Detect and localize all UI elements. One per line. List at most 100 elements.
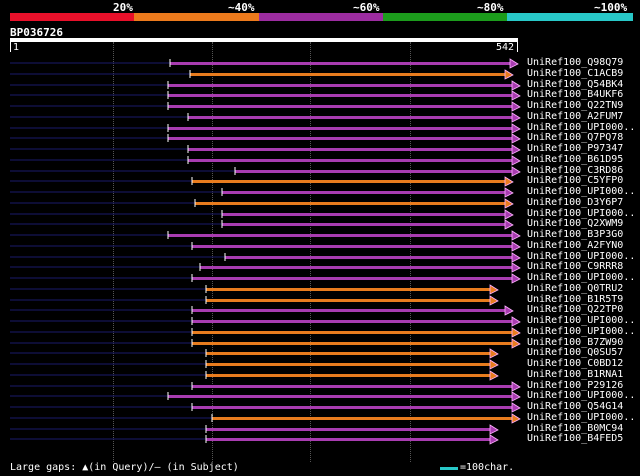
hit-end-arrow xyxy=(511,273,521,284)
hit-end-arrow xyxy=(509,58,519,69)
hit-end-arrow xyxy=(511,316,521,327)
hit-label[interactable]: UniRef100_P97347 xyxy=(527,143,624,154)
grid-line xyxy=(310,42,312,462)
hit-label[interactable]: UniRef100_Q54G14 xyxy=(527,401,624,412)
hit-label[interactable]: UniRef100_D3Y6P7 xyxy=(527,197,624,208)
hit-bar xyxy=(192,245,512,248)
hit-bar xyxy=(168,105,512,108)
hit-label[interactable]: UniRef100_A2FYN0 xyxy=(527,240,624,251)
grid-line xyxy=(410,42,412,462)
hit-label[interactable]: UniRef100_UPI000.. xyxy=(527,186,636,197)
hit-end-arrow xyxy=(511,144,521,155)
hit-bar xyxy=(192,406,512,409)
hit-end-arrow xyxy=(511,123,521,134)
hit-label[interactable]: UniRef100_B4UKF6 xyxy=(527,89,624,100)
hit-label[interactable]: UniRef100_B61D95 xyxy=(527,154,624,165)
hit-label[interactable]: UniRef100_B3P3G0 xyxy=(527,229,624,240)
hit-bar xyxy=(168,84,512,87)
hit-end-arrow xyxy=(511,166,521,177)
hit-bar xyxy=(206,299,490,302)
hit-label[interactable]: UniRef100_UPI000.. xyxy=(527,272,636,283)
hit-end-arrow xyxy=(511,252,521,263)
legend-band-green xyxy=(383,13,507,21)
hit-label[interactable]: UniRef100_B0MC94 xyxy=(527,423,624,434)
legend-label-60: ~60% xyxy=(353,1,380,14)
hit-bar xyxy=(188,159,512,162)
query-start-tick xyxy=(10,42,11,52)
hit-bar xyxy=(170,62,510,65)
hit-label[interactable]: UniRef100_B4FED5 xyxy=(527,433,624,444)
hit-bar xyxy=(195,202,505,205)
hit-end-arrow xyxy=(511,402,521,413)
hit-label[interactable]: UniRef100_Q2XWM9 xyxy=(527,218,624,229)
hit-end-arrow xyxy=(504,198,514,209)
hit-end-arrow xyxy=(489,370,499,381)
hit-label[interactable]: UniRef100_UPI000.. xyxy=(527,122,636,133)
hit-bar xyxy=(206,428,490,431)
hit-bar xyxy=(192,309,505,312)
legend-label-80: ~80% xyxy=(477,1,504,14)
hit-label[interactable]: UniRef100_UPI000.. xyxy=(527,412,636,423)
hit-bar xyxy=(206,288,490,291)
hit-label[interactable]: UniRef100_Q22TP0 xyxy=(527,304,624,315)
hit-label[interactable]: UniRef100_C1ACB9 xyxy=(527,68,624,79)
hit-end-arrow xyxy=(511,112,521,123)
hit-label[interactable]: UniRef100_C9RRR8 xyxy=(527,261,624,272)
hit-bar xyxy=(192,385,512,388)
hit-bar xyxy=(206,352,490,355)
hit-bar xyxy=(235,170,512,173)
hit-bar xyxy=(222,223,505,226)
hit-end-arrow xyxy=(511,101,521,112)
hit-label[interactable]: UniRef100_Q0SU57 xyxy=(527,347,624,358)
hit-bar xyxy=(168,137,512,140)
hit-end-arrow xyxy=(504,69,514,80)
hit-label[interactable]: UniRef100_B7ZW90 xyxy=(527,337,624,348)
hit-end-arrow xyxy=(511,90,521,101)
hit-end-arrow xyxy=(511,155,521,166)
query-end-label: 542 xyxy=(496,42,515,53)
hit-bar xyxy=(222,191,505,194)
hit-end-arrow xyxy=(511,80,521,91)
hit-label[interactable]: UniRef100_P29126 xyxy=(527,380,624,391)
hit-end-arrow xyxy=(489,295,499,306)
hit-label[interactable]: UniRef100_UPI000.. xyxy=(527,315,636,326)
legend-label-20: 20% xyxy=(113,1,133,14)
hit-label[interactable]: UniRef100_B1R5T9 xyxy=(527,294,624,305)
hit-label[interactable]: UniRef100_Q0TRU2 xyxy=(527,283,624,294)
hit-label[interactable]: UniRef100_Q7PQ78 xyxy=(527,132,624,143)
hit-label[interactable]: UniRef100_A2FUM7 xyxy=(527,111,624,122)
hit-end-arrow xyxy=(489,359,499,370)
hit-bar xyxy=(206,374,490,377)
legend-band-purple xyxy=(259,13,383,21)
hit-end-arrow xyxy=(511,230,521,241)
legend-label-100: ~100% xyxy=(594,1,628,14)
query-title: BP036726 xyxy=(10,26,63,39)
hit-end-arrow xyxy=(504,219,514,230)
hit-label[interactable]: UniRef100_C3RD86 xyxy=(527,165,624,176)
query-end-tick xyxy=(517,42,518,52)
hit-bar xyxy=(192,320,512,323)
hit-bar xyxy=(200,266,512,269)
grid-line xyxy=(212,42,214,462)
hit-label[interactable]: UniRef100_B1RNA1 xyxy=(527,369,624,380)
hit-end-arrow xyxy=(511,241,521,252)
hit-label[interactable]: UniRef100_C0BD12 xyxy=(527,358,624,369)
hit-label[interactable]: UniRef100_UPI000.. xyxy=(527,251,636,262)
hit-bar xyxy=(225,256,512,259)
hit-bar xyxy=(168,234,512,237)
hit-label[interactable]: UniRef100_Q54BK4 xyxy=(527,79,624,90)
hit-label[interactable]: UniRef100_UPI000.. xyxy=(527,326,636,337)
hit-label[interactable]: UniRef100_Q22TN9 xyxy=(527,100,624,111)
hit-label[interactable]: UniRef100_UPI000.. xyxy=(527,390,636,401)
hit-bar xyxy=(192,277,512,280)
hit-label[interactable]: UniRef100_C5YFP0 xyxy=(527,175,624,186)
hit-end-arrow xyxy=(489,424,499,435)
hit-bar xyxy=(190,73,505,76)
hit-label[interactable]: UniRef100_Q98Q79 xyxy=(527,57,624,68)
hit-label[interactable]: UniRef100_UPI000.. xyxy=(527,208,636,219)
hit-bar xyxy=(212,417,512,420)
scale-key xyxy=(440,467,458,470)
hit-bar xyxy=(192,342,512,345)
hit-end-arrow xyxy=(489,284,499,295)
